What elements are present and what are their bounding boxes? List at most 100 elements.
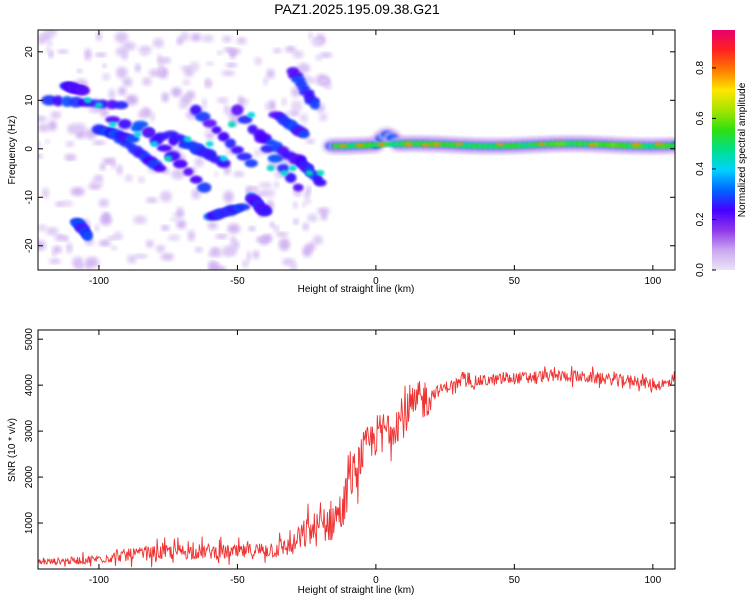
spectrogram-blob	[124, 174, 133, 182]
spectrogram-blob	[133, 215, 147, 225]
spectrogram-blob	[324, 84, 332, 90]
spectrogram-blob	[111, 245, 117, 251]
spectrogram-blob	[223, 104, 230, 115]
spectrogram-blob	[132, 120, 149, 129]
snr-panel: -100 -50 0 50 100 1000 2000 3000 4000 5000 Heigh…	[7, 328, 676, 596]
spectrogram-blob	[204, 131, 216, 136]
snr-frame	[37, 329, 676, 570]
spectrogram-blob	[140, 50, 150, 57]
spectrogram-blob	[307, 214, 318, 222]
spectrogram-blob	[216, 158, 231, 168]
snr-x-tick-label: 50	[509, 575, 521, 586]
spectrogram-blob	[266, 68, 275, 79]
spectrogram-blob	[42, 187, 50, 199]
spectrogram-blob	[308, 32, 313, 40]
spectrogram-x-tick-label: -50	[230, 276, 245, 287]
spectrogram-blob	[315, 54, 323, 61]
spectrogram-blob	[159, 190, 172, 203]
spectrogram-blob	[38, 123, 50, 133]
spectrogram-blob	[306, 184, 312, 196]
spectrogram-blob	[52, 251, 57, 257]
spectrogram-blob	[127, 254, 137, 264]
snr-y-ticks: 1000 2000 3000 4000 5000	[24, 328, 675, 534]
spectrogram-x-tick-label: -100	[89, 276, 109, 287]
spectrogram-blob	[274, 180, 279, 189]
spectrogram-blob	[216, 50, 223, 55]
spectrogram-blob	[108, 121, 117, 128]
spectrogram-blob	[538, 142, 547, 146]
spectrogram-blob	[114, 31, 129, 43]
spectrogram-blob	[309, 100, 320, 110]
spectrogram-blob	[223, 190, 234, 203]
spectrogram-blob	[670, 143, 675, 148]
spectrogram-blob	[281, 97, 287, 107]
spectrogram-blob	[314, 178, 327, 187]
spectrogram-blob	[275, 231, 289, 237]
spectrogram-blob	[54, 234, 67, 241]
spectrogram-blob	[268, 100, 276, 111]
spectrogram-blob	[52, 95, 64, 107]
spectrogram-blob	[150, 140, 159, 147]
snr-y-tick-label: 3000	[24, 420, 35, 443]
spectrogram-blob	[213, 171, 219, 177]
spectrogram-blob	[134, 254, 148, 259]
spectrogram-blob	[85, 256, 99, 268]
spectrogram-blob	[178, 103, 189, 109]
spectrogram-blob	[231, 104, 244, 116]
spectrogram-blob	[235, 203, 251, 211]
spectrogram-blob	[169, 217, 182, 222]
spectrogram-blob	[377, 142, 386, 147]
spectrogram-blob	[114, 100, 129, 110]
spectrogram-blob	[230, 146, 244, 154]
spectrogram-blob	[70, 187, 85, 196]
spectrogram-heatmap	[38, 30, 675, 270]
spectrogram-blob	[355, 143, 364, 147]
spectrogram-blob	[227, 223, 241, 234]
spectrogram-blob	[234, 240, 240, 249]
spectrogram-blob	[158, 62, 164, 75]
spectrogram-blob	[40, 32, 52, 43]
spectrogram-blob	[66, 242, 73, 254]
spectrogram-blob	[189, 175, 203, 184]
spectrogram-blob	[208, 262, 219, 270]
spectrogram-y-axis-title: Frequency (Hz)	[7, 116, 18, 185]
colorbar-tick-label: 0.6	[695, 111, 706, 125]
colorbar-ticks: 0.0 0.2 0.4 0.6 0.8	[695, 61, 716, 277]
spectrogram-y-tick-label: 20	[24, 46, 35, 58]
colorbar-label: Normalized spectral amplitude	[737, 82, 748, 217]
spectrogram-blob	[183, 94, 191, 105]
spectrogram-blob	[421, 143, 430, 147]
spectrogram-blob	[298, 130, 310, 139]
spectrogram-blob	[50, 111, 62, 119]
spectrogram-blob	[74, 85, 90, 96]
snr-y-axis-title: SNR (10 * v/v)	[7, 418, 18, 482]
spectrogram-blob	[156, 244, 166, 253]
spectrogram-blob	[221, 246, 235, 257]
spectrogram-blob	[156, 144, 172, 152]
snr-x-tick-label: 100	[644, 575, 661, 586]
spectrogram-blob	[113, 231, 123, 240]
colorbar: 0.0 0.2 0.4 0.6 0.8 Normalized spectral ampl…	[695, 30, 748, 277]
spectrogram-blob	[96, 31, 102, 42]
spectrogram-blob	[160, 253, 174, 261]
spectrogram-blob	[172, 159, 188, 169]
spectrogram-blob	[191, 188, 201, 200]
spectrogram-blob	[225, 63, 238, 68]
spectrogram-blob	[102, 73, 111, 81]
colorbar-tick-label: 0.0	[695, 263, 706, 277]
spectrogram-blob	[280, 170, 289, 177]
spectrogram-x-tick-label: 100	[644, 276, 661, 287]
snr-x-tick-label: -100	[89, 575, 109, 586]
spectrogram-blob	[134, 63, 141, 73]
spectrogram-blob	[233, 171, 245, 178]
spectrogram-x-ticks: -100 -50 0 50 100	[89, 30, 662, 287]
spectrogram-blob	[237, 115, 253, 124]
spectrogram-blob	[305, 170, 314, 177]
spectrogram-blob	[38, 224, 47, 232]
spectrogram-blob	[48, 120, 57, 131]
spectrogram-blob	[125, 94, 138, 106]
spectrogram-blob	[164, 155, 173, 162]
spectrogram-blob	[194, 246, 203, 253]
spectrogram-blob	[82, 231, 93, 242]
